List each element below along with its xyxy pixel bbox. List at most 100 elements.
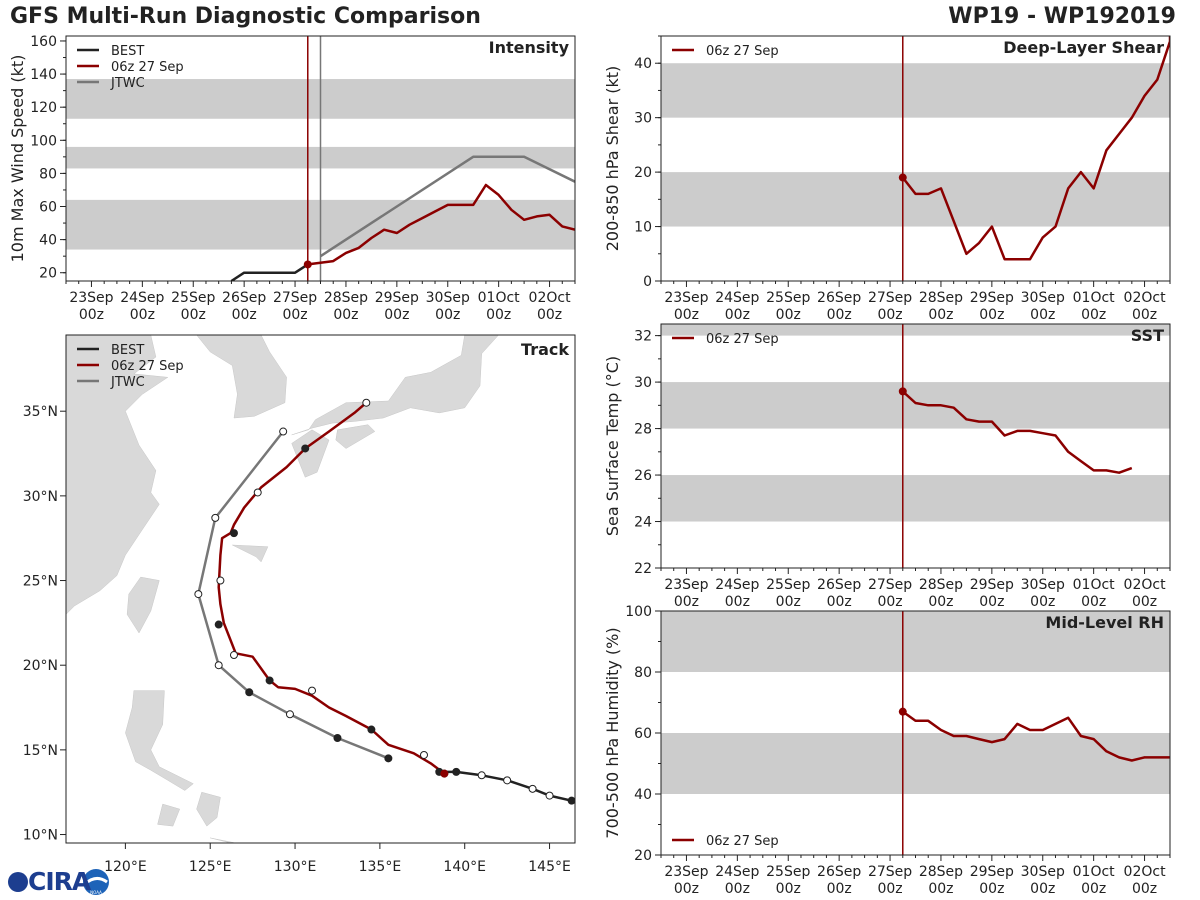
sst-ytick-label: 32 — [634, 329, 652, 345]
shear-xtick-label: 25Sep — [766, 290, 810, 306]
shear-ytick-label: 0 — [643, 274, 652, 290]
track-run-marker — [216, 576, 225, 585]
track-ytick-label: 15°N — [23, 743, 58, 759]
sst-xtick-label: 23Sep — [664, 577, 708, 593]
shear-xtick-label: 00z — [725, 307, 750, 323]
intensity-ytick-label: 60 — [39, 200, 57, 216]
storm-id: WP19 - WP192019 — [948, 4, 1176, 29]
logo-subtext: NOAA — [90, 890, 102, 895]
track-title: Track — [521, 340, 569, 359]
track-jtwc-marker — [211, 513, 220, 522]
sst-xtick-label: 01Oct — [1073, 577, 1116, 593]
mindanao-land — [210, 837, 236, 843]
intensity-init-marker — [303, 260, 312, 269]
rh-title: Mid-Level RH — [1045, 613, 1164, 632]
track-jtwc-marker — [214, 661, 223, 670]
intensity-ytick-label: 20 — [39, 266, 57, 282]
sst-init-marker — [898, 387, 907, 396]
rh-legend-label: 06z 27 Sep — [706, 834, 779, 849]
rh-xtick-label: 00z — [1132, 881, 1157, 897]
shear-title: Deep-Layer Shear — [1003, 38, 1164, 57]
rh-xtick-label: 00z — [674, 881, 699, 897]
shear-xtick-label: 00z — [827, 307, 852, 323]
track-run-marker — [308, 686, 317, 695]
sst-xtick-label: 27Sep — [868, 577, 912, 593]
track-xtick-label: 140°E — [443, 859, 486, 875]
sst-xtick-label: 25Sep — [766, 577, 810, 593]
rh-xtick-label: 00z — [979, 881, 1004, 897]
sst-legend-label: 06z 27 Sep — [706, 332, 779, 347]
rh-xtick-label: 30Sep — [1021, 864, 1065, 880]
intensity-legend-label: BEST — [111, 44, 144, 59]
kyushu-land — [291, 429, 330, 478]
track-jtwc-marker — [279, 427, 288, 436]
intensity-xtick-label: 01Oct — [478, 290, 521, 306]
sst-xtick-label: 00z — [776, 594, 801, 610]
rh-xtick-label: 00z — [877, 881, 902, 897]
sst-band — [661, 382, 1170, 429]
track-run-line — [217, 401, 446, 775]
rh-xtick-label: 23Sep — [664, 864, 708, 880]
track-best-marker — [477, 771, 486, 780]
intensity-xtick-label: 00z — [232, 307, 257, 323]
track-init-marker — [440, 769, 449, 778]
shear-xtick-label: 23Sep — [664, 290, 708, 306]
sst-ytick-label: 28 — [634, 422, 652, 438]
shear-xtick-label: 27Sep — [868, 290, 912, 306]
shear-legend-label: 06z 27 Sep — [706, 44, 779, 59]
sst-ytick-label: 22 — [634, 561, 652, 577]
track-panel: 120°E 125°E 130°E 135°E 140°E 145°E 10°N 15°N 20… — [23, 334, 576, 875]
sst-ytick-label: 26 — [634, 468, 652, 484]
rh-xtick-label: 00z — [827, 881, 852, 897]
sst-xtick-label: 26Sep — [817, 577, 861, 593]
track-map-area — [66, 335, 575, 843]
sst-xtick-label: 00z — [877, 594, 902, 610]
track-jtwc-marker — [245, 688, 254, 697]
intensity-xtick-label: 00z — [435, 307, 460, 323]
intensity-ytick-label: 80 — [39, 166, 57, 182]
rh-xtick-label: 00z — [1081, 881, 1106, 897]
track-jtwc-marker — [333, 734, 342, 743]
rh-xtick-label: 02Oct — [1124, 864, 1167, 880]
rh-ytick-label: 40 — [634, 787, 652, 803]
rh-xtick-label: 00z — [725, 881, 750, 897]
shear-band — [661, 172, 1170, 227]
intensity-xtick-label: 00z — [486, 307, 511, 323]
logo-noaa-icon — [83, 869, 109, 895]
shear-xtick-label: 28Sep — [919, 290, 963, 306]
rh-xtick-label: 29Sep — [970, 864, 1014, 880]
track-run-marker — [367, 725, 376, 734]
sst-ytick-label: 24 — [634, 515, 652, 531]
sst-series-06z-27-sep — [901, 390, 1133, 474]
track-xtick-label: 145°E — [528, 859, 571, 875]
rh-series-06z-27-sep — [902, 710, 1170, 762]
intensity-xtick-label: 00z — [79, 307, 104, 323]
track-jtwc-marker — [194, 590, 203, 599]
track-ytick-label: 20°N — [23, 658, 58, 674]
rh-xtick-label: 27Sep — [868, 864, 912, 880]
intensity-xtick-label: 00z — [181, 307, 206, 323]
track-xtick-label: 120°E — [104, 859, 147, 875]
rh-xtick-label: 00z — [928, 881, 953, 897]
shear-xtick-label: 00z — [877, 307, 902, 323]
rh-init-marker — [898, 707, 907, 716]
logo-globe-icon — [8, 872, 28, 892]
track-jtwc-marker — [285, 710, 294, 719]
track-best-marker — [567, 796, 575, 805]
track-run-marker — [301, 444, 310, 453]
shear-xtick-label: 24Sep — [715, 290, 759, 306]
shear-xtick-label: 00z — [1081, 307, 1106, 323]
rh-xtick-label: 25Sep — [766, 864, 810, 880]
track-best-marker — [503, 776, 512, 785]
sst-xtick-label: 00z — [674, 594, 699, 610]
china-coast-land — [66, 335, 169, 615]
intensity-xtick-label: 00z — [537, 307, 562, 323]
sst-xtick-label: 24Sep — [715, 577, 759, 593]
intensity-series-best — [230, 263, 309, 281]
rh-xtick-label: 24Sep — [715, 864, 759, 880]
rh-xtick-label: 28Sep — [919, 864, 963, 880]
sst-xtick-label: 28Sep — [919, 577, 963, 593]
track-jtwc-marker — [384, 754, 393, 763]
sst-xtick-label: 00z — [1081, 594, 1106, 610]
